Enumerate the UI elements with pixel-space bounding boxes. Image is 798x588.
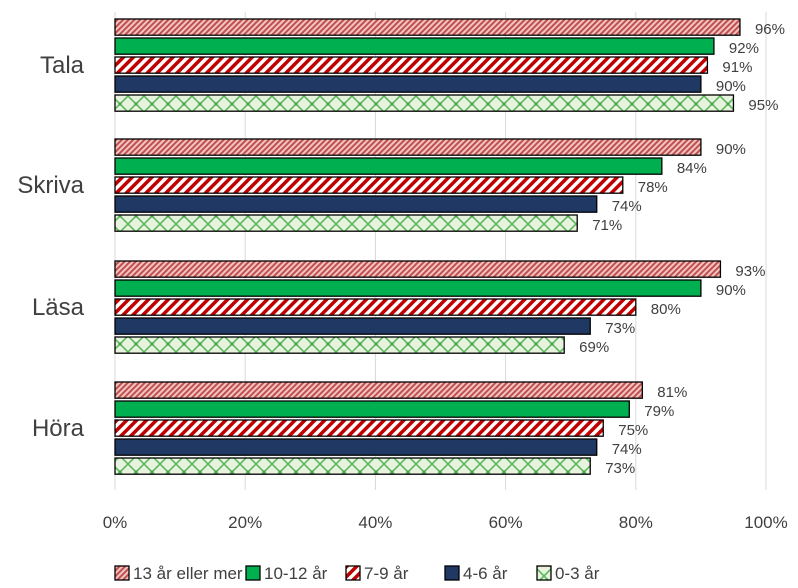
legend-swatch: [345, 565, 361, 581]
data-label: 92%: [729, 40, 759, 57]
data-label: 90%: [716, 282, 746, 299]
legend-label: 7-9 år: [364, 564, 409, 583]
data-label: 75%: [618, 422, 648, 439]
tick-label: 40%: [358, 513, 392, 532]
bar: [114, 298, 637, 316]
legend-label: 10-12 år: [264, 564, 328, 583]
category-label: Höra: [32, 415, 85, 442]
data-label: 79%: [644, 403, 674, 420]
bar: [114, 176, 624, 194]
bar: [114, 400, 630, 418]
tick-label: 100%: [744, 513, 787, 532]
bar: [114, 336, 565, 354]
bar: [114, 138, 702, 156]
legend-swatch: [444, 565, 460, 581]
legend-label: 0-3 år: [555, 564, 600, 583]
bar: [114, 381, 643, 399]
tick-label: 80%: [619, 513, 653, 532]
bars: [114, 18, 741, 475]
bar: [114, 260, 722, 278]
bar: [114, 18, 741, 36]
tick-label: 0%: [103, 513, 128, 532]
legend-swatch: [536, 565, 552, 581]
legend-swatch: [114, 565, 130, 581]
tick-label: 20%: [228, 513, 262, 532]
bar: [114, 75, 702, 93]
category-label: Skriva: [17, 172, 84, 199]
bar: [114, 94, 735, 112]
data-label: 74%: [612, 198, 642, 215]
bar: [114, 56, 709, 74]
bar: [114, 157, 663, 175]
legend-label: 13 år eller mer: [133, 564, 243, 583]
data-label: 81%: [657, 384, 687, 401]
data-label: 91%: [722, 59, 752, 76]
data-label: 95%: [748, 97, 778, 114]
data-label: 96%: [755, 21, 785, 38]
data-labels: 96%92%91%90%95%90%84%78%74%71%93%90%80%7…: [579, 21, 785, 477]
data-label: 90%: [716, 78, 746, 95]
data-label: 78%: [638, 179, 668, 196]
data-label: 80%: [651, 301, 681, 318]
legend-label: 4-6 år: [463, 564, 508, 583]
data-label: 73%: [605, 320, 635, 337]
data-label: 90%: [716, 141, 746, 158]
data-label: 71%: [592, 217, 622, 234]
bar: [114, 419, 604, 437]
category-label: Tala: [40, 52, 85, 79]
data-label: 73%: [605, 460, 635, 477]
bar: [114, 438, 598, 456]
bar: [114, 37, 715, 55]
data-label: 93%: [735, 263, 765, 280]
bar: [114, 195, 598, 213]
bar: [114, 279, 702, 297]
tick-label: 60%: [489, 513, 523, 532]
data-label: 69%: [579, 339, 609, 356]
x-axis-ticks: 0% 20% 40% 60% 80% 100%: [103, 513, 788, 532]
bar: [114, 214, 578, 232]
data-label: 84%: [677, 160, 707, 177]
bar: [114, 457, 591, 475]
category-label: Läsa: [32, 294, 85, 321]
legend: 13 år eller mer 10-12 år 7-9 år 4-6 år 0-3 å…: [114, 564, 600, 583]
category-labels: Tala Skriva Läsa Höra: [17, 52, 84, 442]
legend-swatch: [245, 565, 261, 581]
data-label: 74%: [612, 441, 642, 458]
bar: [114, 317, 591, 335]
